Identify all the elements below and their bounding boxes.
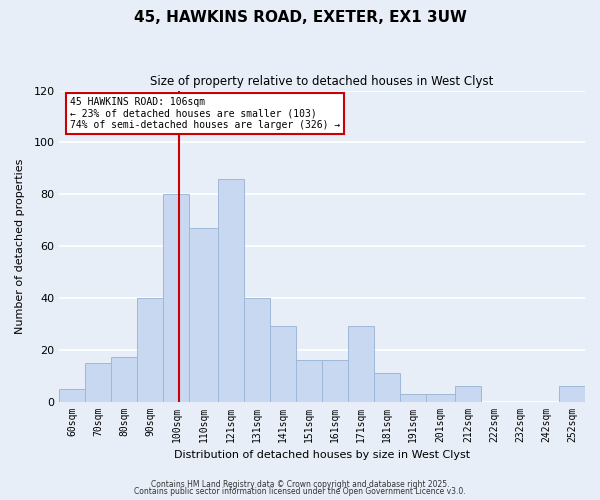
Bar xyxy=(374,373,400,402)
Y-axis label: Number of detached properties: Number of detached properties xyxy=(15,158,25,334)
Bar xyxy=(348,326,374,402)
Bar xyxy=(270,326,296,402)
Bar xyxy=(137,298,163,402)
Bar xyxy=(218,178,244,402)
Bar xyxy=(296,360,322,402)
Bar xyxy=(85,362,112,402)
Bar xyxy=(112,358,137,402)
Title: Size of property relative to detached houses in West Clyst: Size of property relative to detached ho… xyxy=(151,75,494,88)
Bar xyxy=(426,394,455,402)
Text: 45, HAWKINS ROAD, EXETER, EX1 3UW: 45, HAWKINS ROAD, EXETER, EX1 3UW xyxy=(134,10,466,25)
Text: 45 HAWKINS ROAD: 106sqm
← 23% of detached houses are smaller (103)
74% of semi-d: 45 HAWKINS ROAD: 106sqm ← 23% of detache… xyxy=(70,97,340,130)
Bar xyxy=(559,386,585,402)
Text: Contains HM Land Registry data © Crown copyright and database right 2025.: Contains HM Land Registry data © Crown c… xyxy=(151,480,449,489)
Text: Contains public sector information licensed under the Open Government Licence v3: Contains public sector information licen… xyxy=(134,487,466,496)
Bar xyxy=(322,360,348,402)
X-axis label: Distribution of detached houses by size in West Clyst: Distribution of detached houses by size … xyxy=(174,450,470,460)
Bar xyxy=(400,394,426,402)
Bar xyxy=(59,388,85,402)
Bar xyxy=(190,228,218,402)
Bar xyxy=(244,298,270,402)
Bar xyxy=(455,386,481,402)
Bar xyxy=(163,194,190,402)
